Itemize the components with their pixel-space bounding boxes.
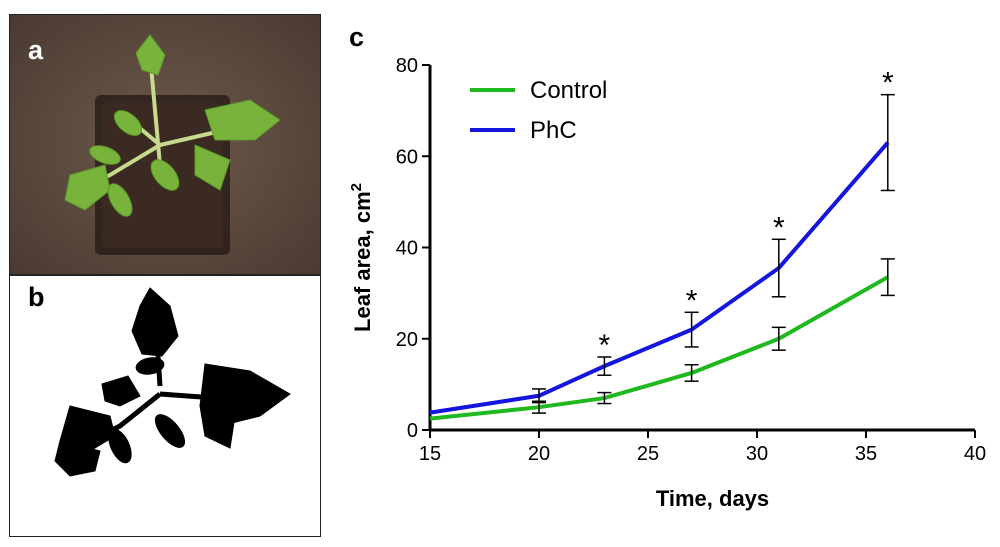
series-line-phc bbox=[429, 141, 890, 415]
significance-asterisk: * bbox=[882, 67, 894, 100]
x-tick-label: 15 bbox=[419, 443, 441, 465]
significance-asterisk: * bbox=[773, 211, 785, 244]
y-axis-title: Leaf area, cm2 bbox=[348, 183, 375, 332]
leaf-silhouette bbox=[54, 287, 291, 477]
significance-asterisk: * bbox=[599, 329, 611, 362]
y-axis-title-superscript: 2 bbox=[348, 183, 365, 191]
x-axis-title: Time, days bbox=[656, 486, 769, 511]
y-tick-label: 40 bbox=[396, 238, 418, 260]
legend-label-control: Control bbox=[530, 77, 607, 104]
leaf-mask-panel: b bbox=[9, 275, 321, 537]
plant-photo bbox=[10, 15, 320, 274]
plot-area: 15 20 25 30 35 40 0 20 40 60 80 Time, days Leaf area… bbox=[348, 55, 986, 511]
x-tick-label: 30 bbox=[746, 443, 768, 465]
legend-label-phc: PhC bbox=[530, 117, 577, 144]
y-tick-label: 80 bbox=[396, 55, 418, 77]
plant-photo-panel: a bbox=[9, 14, 321, 275]
x-tick-label: 20 bbox=[528, 443, 550, 465]
y-tick-label: 60 bbox=[396, 146, 418, 168]
x-tick-label: 40 bbox=[964, 443, 986, 465]
x-tick-label: 35 bbox=[855, 443, 877, 465]
leaf-area-chart: 15 20 25 30 35 40 0 20 40 60 80 Time, days Leaf area… bbox=[348, 55, 986, 511]
panel-label-c: c bbox=[349, 22, 365, 52]
y-tick-label: 0 bbox=[407, 420, 418, 442]
significance-asterisk: * bbox=[686, 284, 698, 317]
panel-label-a: a bbox=[28, 35, 44, 65]
panel-label-b: b bbox=[28, 282, 45, 312]
series-line-control bbox=[429, 275, 889, 421]
y-tick-label: 20 bbox=[396, 329, 418, 351]
x-tick-label: 25 bbox=[637, 443, 659, 465]
